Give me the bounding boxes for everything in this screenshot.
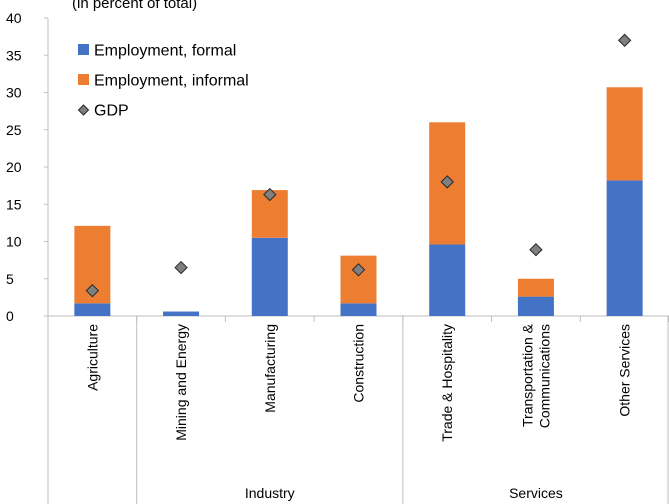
x-tick-label-manufacturing: Manufacturing [262, 324, 278, 413]
bars [74, 87, 643, 316]
y-tick-label-40: 40 [6, 10, 22, 26]
x-tick-label-mining-and-energy: Mining and Energy [173, 324, 189, 441]
x-tick-label-line: Trade & Hospitality [439, 324, 455, 442]
x-tick-label-construction: Construction [351, 324, 367, 403]
y-tick-label-15: 15 [6, 196, 22, 212]
legend-item-employment-formal: Employment, formal [78, 43, 236, 60]
legend-label: Employment, formal [94, 43, 236, 60]
x-tick-label-line: Other Services [617, 324, 633, 417]
x-tick-label-line: Mining and Energy [173, 324, 189, 441]
y-tick-label-0: 0 [6, 308, 14, 324]
legend-swatch [78, 44, 89, 55]
marker-gdp-trade-hospitality [440, 175, 454, 189]
bar-employment-formal-manufacturing [251, 237, 288, 316]
legend-swatch [77, 104, 90, 116]
bar-employment-formal-transportation-communications [517, 296, 554, 316]
bar-employment-formal-other-services [606, 180, 643, 316]
y-tick-label-5: 5 [6, 271, 14, 287]
marker-gdp-other-services [617, 33, 632, 48]
marker-gdp-transportation-communications [529, 242, 543, 257]
legend: Employment, formal Employment, informal GD… [77, 43, 249, 120]
legend-item-employment-informal: Employment, informal [78, 73, 249, 90]
top-label: (in percent of total) [72, 0, 197, 12]
legend-item-gdp: GDP [77, 103, 129, 120]
y-tick-label-35: 35 [6, 47, 22, 63]
y-tick-label-10: 10 [6, 234, 22, 250]
bar-employment-formal-mining-and-energy [163, 311, 200, 316]
x-tick-label-trade-hospitality: Trade & Hospitality [439, 324, 455, 442]
y-tick-label-20: 20 [6, 159, 22, 175]
legend-swatch [78, 74, 89, 85]
x-tick-label-line: Manufacturing [262, 324, 278, 413]
marker-gdp-construction [351, 263, 366, 277]
bar-employment-formal-construction [340, 303, 377, 316]
x-tick-label-line: Agriculture [84, 324, 100, 391]
marker-gdp-mining-and-energy [174, 260, 188, 275]
bar-employment-informal-transportation-communications [517, 278, 554, 297]
legend-label: GDP [94, 103, 129, 120]
gdp-markers [85, 33, 632, 298]
bar-employment-informal-construction [340, 255, 377, 304]
x-tick-label-line: Communications [536, 324, 552, 428]
axes: 0 5 10 15 20 25 30 35 40 Industry Services [6, 10, 669, 504]
y-tick-label-25: 25 [6, 122, 22, 138]
marker-gdp-agriculture [85, 283, 100, 298]
x-tick-label-other-services: Other Services [617, 324, 633, 417]
bar-employment-informal-other-services [606, 87, 643, 181]
y-tick-label-30: 30 [6, 85, 22, 101]
x-tick-label-line: Construction [351, 324, 367, 403]
bar-employment-formal-agriculture [74, 303, 111, 316]
x-tick-label-line: Transportation & [519, 323, 535, 427]
group-label-industry: Industry [245, 485, 295, 501]
x-tick-label-transportation-communications: Transportation & Communications [519, 323, 552, 428]
x-tick-label-agriculture: Agriculture [84, 324, 100, 391]
marker-gdp-manufacturing [263, 187, 277, 202]
group-label-services: Services [509, 485, 563, 501]
legend-label: Employment, informal [94, 73, 249, 90]
bar-employment-formal-trade-hospitality [429, 244, 466, 316]
x-labels: Agriculture Mining and Energy Manufacturin… [84, 323, 632, 441]
